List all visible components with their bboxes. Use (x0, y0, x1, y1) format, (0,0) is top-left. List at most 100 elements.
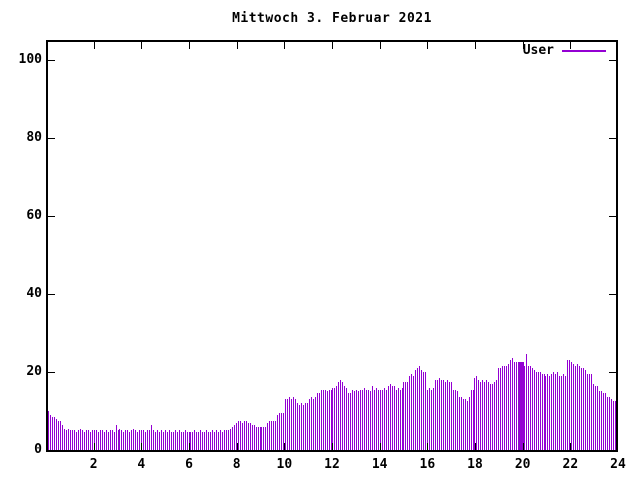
y-tick (48, 138, 55, 139)
data-bar (492, 384, 493, 450)
data-bar (417, 368, 418, 450)
data-bar (108, 432, 109, 450)
data-bar (123, 432, 124, 450)
data-bar (100, 430, 101, 450)
x-tick-label: 16 (419, 457, 436, 472)
data-bar (504, 366, 505, 450)
data-bar (119, 429, 120, 450)
data-bar (48, 411, 49, 450)
data-bar (94, 430, 95, 450)
data-bar (234, 425, 235, 450)
data-bar (277, 415, 278, 450)
x-tick-mirror (570, 42, 572, 49)
data-bar (415, 370, 416, 450)
data-bar (332, 388, 333, 450)
data-bar (490, 384, 491, 450)
data-bar (169, 430, 170, 450)
data-bar (581, 368, 582, 450)
x-tick-mirror (332, 42, 333, 49)
data-bar (102, 430, 103, 450)
x-tick (284, 443, 286, 450)
y-tick-mirror (609, 138, 616, 139)
data-bar (459, 397, 460, 450)
data-bar (455, 390, 456, 450)
data-bar (510, 360, 511, 450)
data-bar (315, 397, 316, 450)
data-bar (224, 430, 225, 450)
chart-title: Mittwoch 3. Februar 2021 (232, 11, 432, 26)
data-bar (56, 419, 57, 450)
legend: User (450, 43, 606, 59)
y-tick-mirror (609, 60, 616, 61)
x-tick (93, 443, 95, 450)
data-bar (396, 390, 397, 450)
data-bar (544, 374, 545, 450)
x-tick (141, 443, 143, 450)
data-bar (189, 432, 190, 450)
data-bar (226, 430, 227, 450)
data-bar (549, 376, 550, 450)
y-tick (48, 294, 55, 295)
data-bar (244, 421, 245, 450)
data-bar (601, 391, 602, 450)
data-bar (386, 390, 387, 450)
data-bar (236, 423, 237, 450)
data-bar (597, 386, 598, 450)
data-bar (577, 364, 578, 450)
y-tick-label: 40 (26, 286, 42, 301)
x-tick (332, 443, 333, 450)
legend-line-sample (562, 50, 606, 52)
data-bar (70, 430, 71, 450)
data-bar (256, 427, 257, 450)
data-bar (321, 390, 322, 450)
data-bar (116, 425, 117, 450)
data-bar (110, 430, 111, 450)
data-bar (143, 430, 144, 450)
data-bar (360, 390, 361, 450)
data-bar (92, 430, 93, 450)
data-bar (303, 405, 304, 450)
data-bar (196, 432, 197, 450)
y-tick (48, 60, 55, 61)
data-bar (273, 421, 274, 450)
x-tick-mirror (284, 42, 286, 49)
data-bar (208, 432, 209, 450)
data-bar (228, 430, 229, 450)
data-bar (368, 390, 369, 450)
x-tick-label: 22 (562, 457, 579, 472)
data-bar (165, 430, 166, 450)
x-tick-label: 6 (185, 457, 193, 472)
data-bar (175, 430, 176, 450)
data-bar (254, 425, 255, 450)
data-bar (392, 386, 393, 450)
data-bar (258, 427, 259, 450)
data-bar (317, 393, 318, 450)
data-bar-solid-block (518, 362, 524, 450)
data-bar (52, 417, 53, 450)
data-bar (553, 372, 554, 450)
data-bar (390, 384, 391, 450)
data-bar (250, 423, 251, 450)
y-tick (48, 216, 55, 217)
data-bar (153, 430, 154, 450)
data-bar (131, 430, 132, 450)
data-bar (346, 388, 347, 450)
data-bar (498, 368, 499, 450)
data-bar (141, 430, 142, 450)
x-tick (379, 443, 381, 450)
data-bar (54, 417, 55, 450)
data-bar (350, 393, 351, 450)
data-bar (557, 372, 558, 450)
x-tick-label: 8 (232, 457, 241, 472)
data-bar (388, 386, 389, 450)
data-bar (512, 358, 513, 450)
data-bar (76, 432, 77, 450)
data-bar (336, 386, 337, 450)
data-bar (611, 399, 612, 450)
y-tick-mirror (609, 294, 616, 295)
data-bar (575, 366, 576, 450)
data-bar (421, 370, 422, 450)
data-bar (133, 429, 134, 450)
data-bar (348, 393, 349, 450)
